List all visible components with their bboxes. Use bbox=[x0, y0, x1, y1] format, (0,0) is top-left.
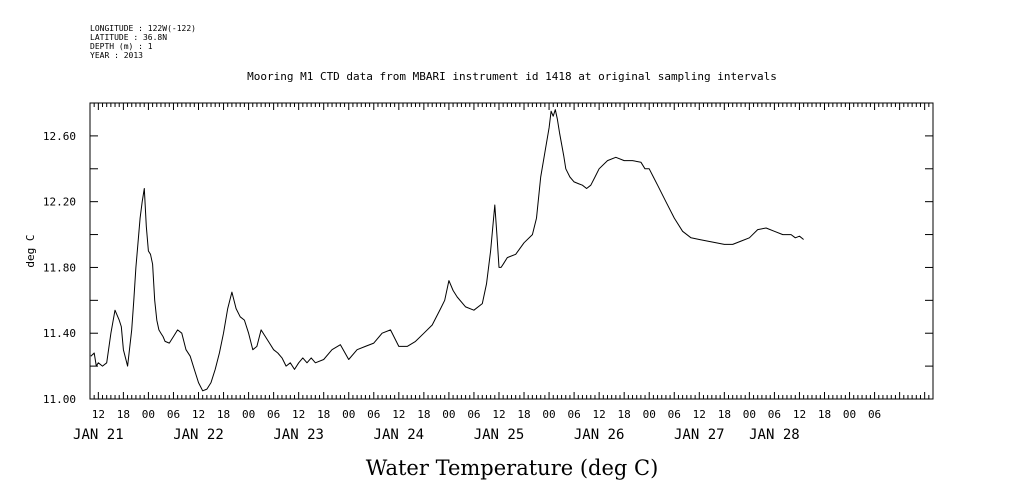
y-tick-label: 11.80 bbox=[43, 261, 76, 274]
x-day-label: JAN 25 bbox=[474, 427, 525, 443]
x-hour-label: 00 bbox=[242, 408, 255, 421]
x-hour-label: 06 bbox=[167, 408, 180, 421]
x-hour-label: 00 bbox=[142, 408, 155, 421]
x-hour-label: 18 bbox=[217, 408, 230, 421]
x-hour-label: 12 bbox=[793, 408, 806, 421]
y-axis: 11.00 11.40 11.80 12.20 12.60 bbox=[43, 102, 933, 406]
x-hour-label: 06 bbox=[768, 408, 781, 421]
x-day-label: JAN 23 bbox=[273, 427, 324, 443]
x-day-label: JAN 28 bbox=[749, 427, 800, 443]
y-tick-label: 11.00 bbox=[43, 393, 76, 406]
x-hour-label: 06 bbox=[367, 408, 380, 421]
x-hour-label: 18 bbox=[818, 408, 831, 421]
x-day-label: JAN 27 bbox=[674, 427, 725, 443]
chart-title: Mooring M1 CTD data from MBARI instrumen… bbox=[247, 70, 777, 83]
x-hour-label: 12 bbox=[392, 408, 405, 421]
x-hour-label: 18 bbox=[417, 408, 430, 421]
x-hour-label: 00 bbox=[542, 408, 555, 421]
meta-longitude: LONGITUDE : 122W(-122) bbox=[90, 24, 196, 33]
meta-latitude: LATITUDE : 36.8N bbox=[90, 33, 167, 42]
x-hour-label: 06 bbox=[267, 408, 280, 421]
x-hour-label: 00 bbox=[442, 408, 455, 421]
x-hour-label: 18 bbox=[517, 408, 530, 421]
x-axis: 12 18 00 06 12 18 00 06 12 18 00 06 12 18 00 06 12 18 00 06… bbox=[73, 103, 934, 443]
x-day-label: JAN 26 bbox=[574, 427, 625, 443]
x-axis-label: Water Temperature (deg C) bbox=[366, 456, 659, 480]
x-hour-label: 12 bbox=[693, 408, 706, 421]
x-hour-label: 06 bbox=[868, 408, 881, 421]
meta-year: YEAR : 2013 bbox=[90, 51, 143, 60]
series-line-0 bbox=[90, 109, 804, 392]
x-hour-label: 12 bbox=[292, 408, 305, 421]
x-hour-label: 18 bbox=[618, 408, 631, 421]
x-hour-label: 12 bbox=[92, 408, 105, 421]
x-hour-label: 18 bbox=[317, 408, 330, 421]
x-hour-label: 06 bbox=[467, 408, 480, 421]
x-day-label: JAN 22 bbox=[173, 427, 224, 443]
x-hour-label: 18 bbox=[117, 408, 130, 421]
x-hour-label: 12 bbox=[192, 408, 205, 421]
header-metadata: LONGITUDE : 122W(-122) LATITUDE : 36.8N … bbox=[90, 24, 196, 60]
plot-frame bbox=[89, 102, 934, 400]
y-tick-label: 12.60 bbox=[43, 130, 76, 143]
x-hour-label: 00 bbox=[643, 408, 656, 421]
x-hour-label: 12 bbox=[593, 408, 606, 421]
x-day-label: JAN 24 bbox=[374, 427, 425, 443]
series-layer bbox=[90, 109, 804, 392]
y-tick-label: 12.20 bbox=[43, 196, 76, 209]
x-day-label: JAN 21 bbox=[73, 427, 124, 443]
x-hour-label: 18 bbox=[718, 408, 731, 421]
meta-depth: DEPTH (m) : 1 bbox=[90, 42, 153, 51]
y-tick-label: 11.40 bbox=[43, 327, 76, 340]
x-hour-label: 00 bbox=[843, 408, 856, 421]
x-hour-label: 00 bbox=[743, 408, 756, 421]
x-hour-label: 12 bbox=[492, 408, 505, 421]
x-hour-label: 06 bbox=[668, 408, 681, 421]
x-hour-label: 06 bbox=[567, 408, 580, 421]
y-axis-label: deg C bbox=[24, 234, 37, 267]
x-hour-label: 00 bbox=[342, 408, 355, 421]
